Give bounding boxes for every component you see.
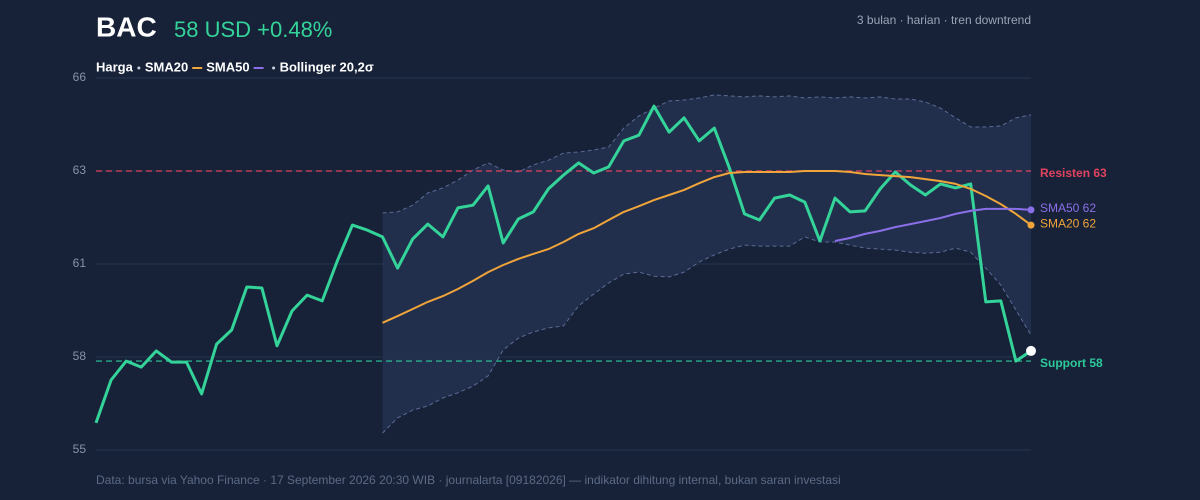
chart-note: 3 bulan · harian · tren downtrend: [857, 13, 1031, 27]
level-label: Support 58: [1040, 356, 1103, 370]
source: Data: bursa via Yahoo Finance · 17 Septe…: [96, 473, 841, 487]
bollinger-lower: [382, 236, 1032, 434]
series-line: [94, 104, 1032, 424]
legend-label: Bollinger 20,2σ: [280, 59, 374, 74]
last-price-dot: [1026, 345, 1036, 356]
series-line: [382, 170, 1032, 324]
series-end-label: SMA50 62: [1040, 201, 1096, 215]
level-label: Resisten 63: [1040, 166, 1107, 180]
y-tick-label: 63: [73, 163, 87, 177]
y-tick-label: 66: [73, 70, 87, 84]
legend-separator: [137, 66, 141, 70]
legend: Harga SMA20 SMA50 Bollinger 20,2σ: [96, 59, 374, 74]
series-line: [834, 207, 1032, 242]
legend-separator: [272, 66, 276, 70]
bollinger-upper: [382, 94, 1032, 214]
y-tick-label: 58: [73, 349, 87, 363]
series-end-label: SMA20 62: [1040, 216, 1096, 230]
y-tick-label: 55: [73, 442, 87, 456]
legend-label: Harga: [96, 59, 134, 74]
series-end-dot: [1027, 221, 1035, 229]
series-end-dot: [1027, 206, 1035, 214]
y-tick-label: 61: [73, 256, 87, 270]
legend-label: SMA50: [206, 59, 249, 74]
bollinger-band: [382, 94, 1032, 434]
chart-subtitle: 58 USD +0.48%: [174, 17, 332, 42]
legend-label: SMA20: [145, 59, 188, 74]
chart-title: BAC: [96, 11, 157, 42]
